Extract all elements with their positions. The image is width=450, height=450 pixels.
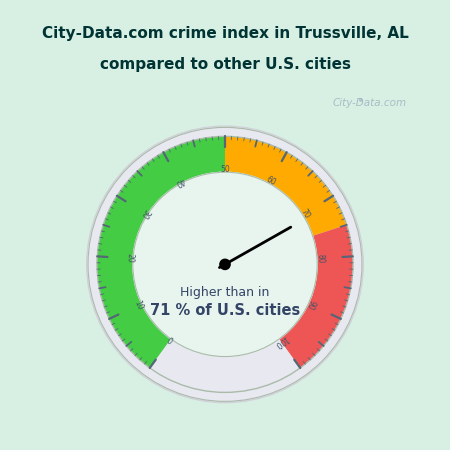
Text: compared to other U.S. cities: compared to other U.S. cities <box>99 57 351 72</box>
Text: City-Data.com: City-Data.com <box>333 98 407 108</box>
Text: 10: 10 <box>133 298 145 311</box>
Text: 0: 0 <box>165 336 174 346</box>
Text: 100: 100 <box>272 333 289 349</box>
Circle shape <box>88 127 362 401</box>
Wedge shape <box>97 136 225 368</box>
Wedge shape <box>225 136 347 236</box>
Text: •: • <box>356 95 363 108</box>
Wedge shape <box>279 225 353 368</box>
Text: 60: 60 <box>264 175 277 187</box>
Circle shape <box>87 126 363 403</box>
Text: 70: 70 <box>299 207 312 220</box>
Text: 40: 40 <box>173 175 186 187</box>
Text: 80: 80 <box>315 253 324 264</box>
Text: 30: 30 <box>138 207 151 220</box>
Text: City-Data.com crime index in Trussville, AL: City-Data.com crime index in Trussville,… <box>41 26 409 40</box>
Circle shape <box>133 172 317 356</box>
Text: 71 % of U.S. cities: 71 % of U.S. cities <box>150 303 300 318</box>
Text: 50: 50 <box>220 165 230 174</box>
Text: Higher than in: Higher than in <box>180 286 270 299</box>
Text: 20: 20 <box>126 253 135 264</box>
Text: 90: 90 <box>305 298 317 311</box>
Circle shape <box>220 259 230 270</box>
